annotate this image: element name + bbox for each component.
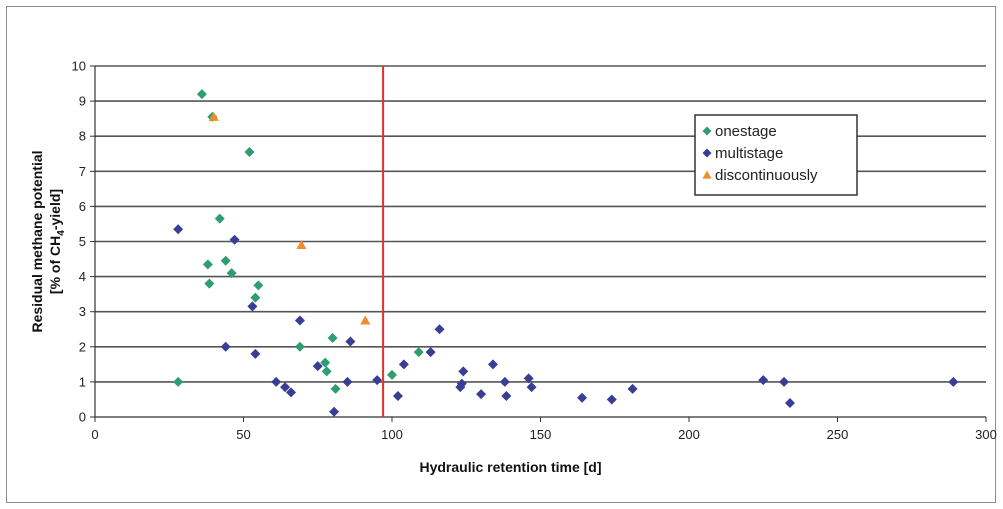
- multistage-point-19: [456, 378, 467, 389]
- discontinuously-point-2: [360, 315, 371, 325]
- multistage-point-27: [577, 392, 588, 403]
- y-axis-label-line1: Residual methane potential: [29, 150, 45, 332]
- onestage-point-0: [173, 376, 184, 387]
- onestage-point-14: [327, 333, 338, 344]
- onestage-point-13: [321, 366, 332, 377]
- multistage-point-14: [392, 390, 403, 401]
- legend-marker-discontinuously: [702, 170, 712, 179]
- y-axis-label-prefix: [% of CH: [47, 236, 63, 294]
- multistage-point-17: [434, 324, 445, 335]
- multistage-point-26: [526, 382, 537, 393]
- y-tick-label-9: 9: [79, 94, 86, 109]
- multistage-point-4: [250, 348, 261, 359]
- multistage-point-33: [948, 376, 959, 387]
- legend-label-multistage: multistage: [715, 145, 783, 162]
- x-tick-label-100: 100: [381, 427, 403, 442]
- multistage-point-6: [280, 382, 291, 393]
- legend-box: [694, 114, 858, 196]
- y-tick-label-6: 6: [79, 199, 86, 214]
- multistage-point-31: [779, 376, 790, 387]
- multistage-point-28: [606, 394, 617, 405]
- multistage-point-7: [286, 387, 297, 398]
- y-tick-label-2: 2: [79, 339, 86, 354]
- multistage-point-11: [342, 376, 353, 387]
- onestage-point-3: [204, 278, 215, 289]
- multistage-point-0: [173, 224, 184, 235]
- legend-items: onestage multistage discontinuously: [702, 123, 818, 184]
- multistage-point-30: [758, 375, 769, 386]
- x-tick-label-250: 250: [827, 427, 849, 442]
- multistage-point-12: [345, 336, 356, 347]
- x-tick-label-300: 300: [975, 427, 997, 442]
- y-tick-label-1: 1: [79, 374, 86, 389]
- x-tick-label-0: 0: [91, 427, 98, 442]
- legend-marker-multistage: [702, 148, 712, 158]
- multistage-point-10: [329, 406, 340, 417]
- multistage-point-16: [425, 347, 436, 358]
- onestage-point-1: [196, 89, 207, 100]
- onestage-point-17: [413, 347, 424, 358]
- multistage-point-8: [294, 315, 305, 326]
- onestage-point-6: [220, 255, 231, 266]
- data-points: [173, 89, 959, 417]
- multistage-point-23: [499, 376, 510, 387]
- legend-marker-onestage: [702, 126, 712, 136]
- discontinuously-point-0: [208, 111, 219, 121]
- multistage-point-32: [784, 397, 795, 408]
- y-tick-label-0: 0: [79, 410, 86, 425]
- y-tick-label-5: 5: [79, 234, 86, 249]
- y-tick-label-10: 10: [72, 59, 86, 74]
- onestage-point-2: [202, 259, 213, 270]
- onestage-point-10: [253, 280, 264, 291]
- onestage-point-12: [320, 357, 331, 368]
- onestage-point-7: [226, 268, 237, 279]
- x-tick-label-150: 150: [530, 427, 552, 442]
- multistage-point-9: [312, 361, 323, 372]
- multistage-point-22: [487, 359, 498, 370]
- onestage-point-9: [250, 292, 261, 303]
- discontinuously-point-1: [296, 240, 307, 250]
- legend-label-onestage: onestage: [715, 123, 777, 140]
- y-axis-label-subscript: 4: [56, 230, 67, 236]
- multistage-point-15: [398, 359, 409, 370]
- y-axis-label-suffix: -yield]: [47, 189, 63, 230]
- chart-frame: [6, 6, 996, 503]
- legend: onestage multistage discontinuously: [694, 114, 858, 196]
- legend-label-discontinuously: discontinuously: [715, 167, 818, 184]
- multistage-point-3: [247, 301, 258, 312]
- x-tick-label-50: 50: [236, 427, 250, 442]
- y-tick-label-7: 7: [79, 164, 86, 179]
- onestage-point-15: [330, 383, 341, 394]
- multistage-point-25: [523, 373, 534, 384]
- gridlines: [95, 65, 986, 383]
- multistage-point-13: [372, 375, 383, 386]
- y-tick-label-3: 3: [79, 304, 86, 319]
- multistage-point-24: [501, 390, 512, 401]
- axes: [90, 65, 987, 422]
- multistage-point-29: [627, 383, 638, 394]
- multistage-point-2: [229, 234, 240, 245]
- y-tick-label-4: 4: [79, 269, 86, 284]
- multistage-point-20: [458, 366, 469, 377]
- y-tick-label-8: 8: [79, 129, 86, 144]
- multistage-point-1: [220, 341, 231, 352]
- onestage-point-5: [214, 213, 225, 224]
- onestage-point-8: [244, 146, 255, 157]
- onestage-point-16: [387, 369, 397, 380]
- y-axis-label-line2: [% of CH4-yield]: [47, 189, 67, 294]
- x-axis-label: Hydraulic retention time [d]: [419, 459, 601, 475]
- x-tick-label-200: 200: [678, 427, 700, 442]
- onestage-point-11: [294, 341, 305, 352]
- multistage-point-5: [271, 376, 282, 387]
- multistage-point-21: [476, 389, 487, 400]
